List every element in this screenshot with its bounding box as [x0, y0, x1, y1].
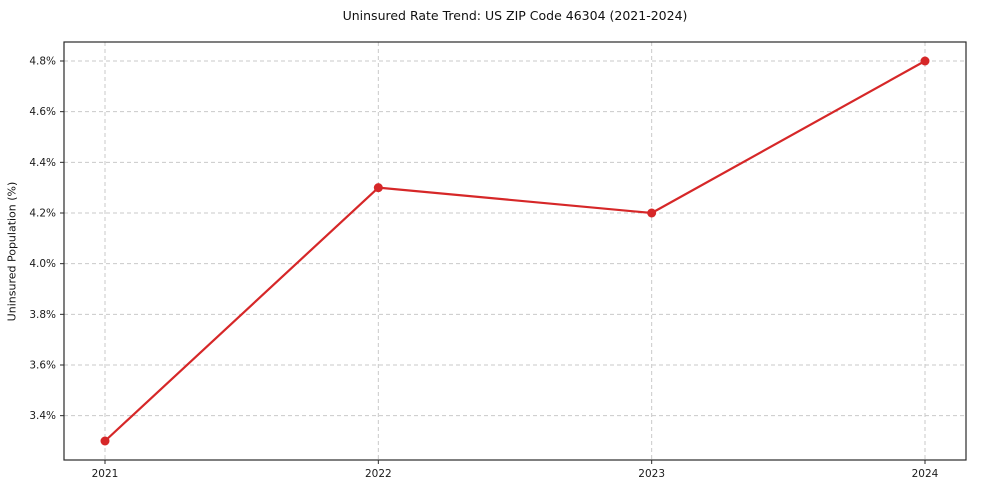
x-tick-label: 2024 [912, 468, 939, 480]
y-tick-label: 3.8% [29, 309, 56, 321]
y-tick-label: 4.4% [29, 157, 56, 169]
data-point-marker [647, 208, 657, 218]
y-tick-label: 4.2% [29, 208, 56, 220]
data-point-marker [100, 436, 110, 446]
y-tick-label: 3.4% [29, 410, 56, 422]
x-tick-label: 2022 [365, 468, 392, 480]
plot-border [63, 41, 967, 461]
data-line [103, 59, 927, 443]
x-tick-label: 2021 [92, 468, 119, 480]
data-point-marker [920, 56, 930, 66]
y-tick-label: 4.8% [29, 56, 56, 68]
y-tick-label: 4.0% [29, 258, 56, 270]
chart-title: Uninsured Rate Trend: US ZIP Code 46304 … [342, 8, 688, 23]
y-tick-label: 3.6% [29, 360, 56, 372]
y-tick-label: 4.6% [29, 106, 56, 118]
x-tick-label: 2023 [638, 468, 665, 480]
data-point-marker [373, 183, 383, 193]
